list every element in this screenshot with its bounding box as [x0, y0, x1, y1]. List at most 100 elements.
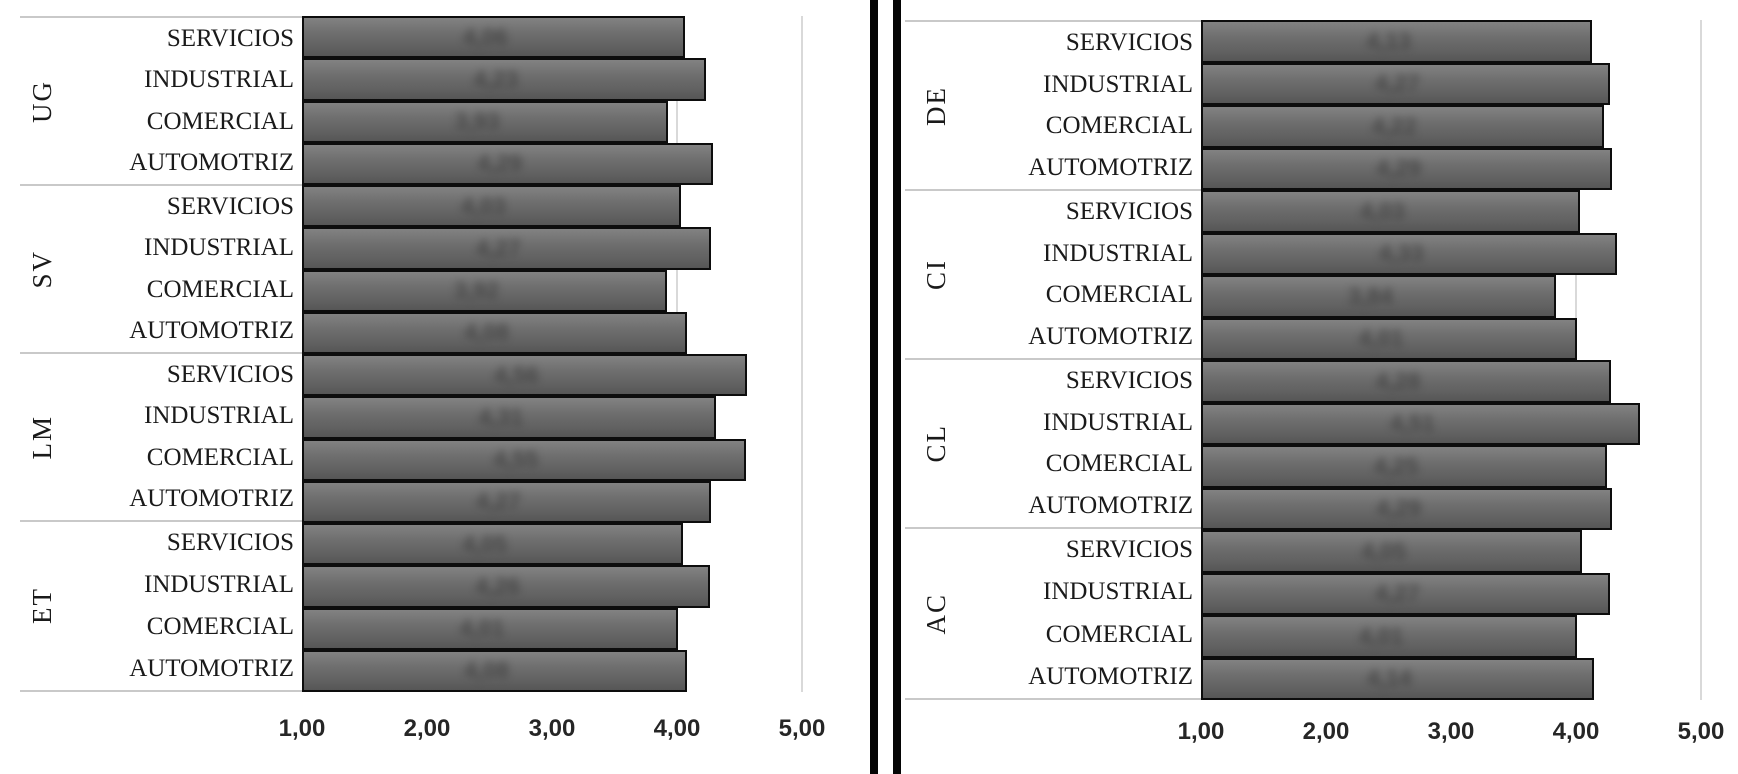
bar-value-label-blurred: 4,29: [1376, 495, 1421, 522]
x-axis-tick-label: 5,00: [1677, 718, 1725, 745]
category-label: COMERCIAL: [1045, 281, 1193, 309]
x-axis-tick-label: 4,00: [1552, 718, 1600, 745]
group-letter-zone: CI: [905, 191, 967, 358]
bar-value-label-blurred: 4,27: [475, 488, 521, 515]
category-label: SERVICIOS: [166, 529, 294, 556]
category-label: INDUSTRIAL: [1043, 578, 1193, 606]
bar-value-label-blurred: 4,01: [459, 615, 505, 642]
category-label: SERVICIOS: [1065, 536, 1193, 564]
bar-ET-COMERCIAL: 4,01: [302, 607, 679, 650]
bar-ET-INDUSTRIAL: 4,26: [302, 565, 710, 608]
bar-SV-INDUSTRIAL: 4,27: [302, 227, 711, 270]
bar-CL-COMERCIAL: 4,25: [1201, 445, 1608, 488]
bar-value-label-blurred: 4,13: [1366, 27, 1411, 54]
bar-value-label-blurred: 4,33: [1378, 240, 1424, 267]
bar-value-label-blurred: 4,25: [1373, 452, 1419, 479]
category-label: INDUSTRIAL: [144, 234, 294, 262]
bar-UG-INDUSTRIAL: 4,23: [302, 58, 706, 101]
category-label-column: DE SERVICIOS INDUSTRIAL COMERCIAL AUTOMOTRIZ…: [905, 20, 1201, 700]
bar-value-label-blurred: 4,06: [462, 23, 508, 50]
bar-value-label-blurred: 4,27: [1374, 70, 1420, 97]
category-label: COMERCIAL: [1045, 450, 1193, 478]
bar-DE-INDUSTRIAL: 4,27: [1201, 62, 1610, 105]
category-label: INDUSTRIAL: [144, 402, 294, 430]
group-letter-zone: SV: [20, 186, 64, 352]
category-label-list: SERVICIOS INDUSTRIAL COMERCIAL AUTOMOTRIZ: [967, 529, 1201, 698]
group-label: LM: [26, 414, 57, 460]
group-cell-CL: CL SERVICIOS INDUSTRIAL COMERCIAL AUTOMOTRIZ: [905, 360, 1201, 529]
category-label: AUTOMOTRIZ: [129, 655, 294, 682]
bar-value-label-blurred: 4,27: [1374, 580, 1420, 607]
bar-value-label-blurred: 4,14: [1366, 665, 1412, 692]
category-label: AUTOMOTRIZ: [1028, 323, 1193, 351]
bar-value-label-blurred: 4,55: [493, 446, 539, 473]
x-axis-tick-label: 3,00: [1427, 718, 1475, 745]
x-axis-tick-label: 3,00: [528, 715, 576, 742]
group-cell-LM: LM SERVICIOS INDUSTRIAL COMERCIAL AUTOMOTRIZ: [20, 354, 302, 522]
bar-CI-AUTOMOTRIZ: 4,01: [1201, 317, 1578, 360]
group-letter-zone: ET: [20, 522, 64, 690]
category-label-list: SERVICIOS INDUSTRIAL COMERCIAL AUTOMOTRIZ: [64, 186, 302, 352]
bar-value-label-blurred: 4,01: [1358, 622, 1404, 649]
category-label-list: SERVICIOS INDUSTRIAL COMERCIAL AUTOMOTRIZ: [967, 22, 1201, 189]
category-label: COMERCIAL: [146, 613, 294, 640]
category-label: INDUSTRIAL: [144, 571, 294, 598]
bar-LM-INDUSTRIAL: 4,31: [302, 396, 716, 439]
chart-divider-line-2: [893, 0, 901, 774]
bar-AC-SERVICIOS: 4,05: [1201, 530, 1583, 573]
bar-value-label-blurred: 4,29: [1376, 155, 1421, 182]
x-axis-tick-label: 5,00: [778, 715, 826, 742]
category-label: SERVICIOS: [1065, 28, 1193, 56]
gridline-5,00: [1700, 20, 1702, 700]
group-cell-ET: ET SERVICIOS INDUSTRIAL COMERCIAL AUTOMOTRIZ: [20, 522, 302, 690]
category-label: INDUSTRIAL: [1043, 70, 1193, 98]
group-label: DE: [920, 85, 951, 126]
category-label: SERVICIOS: [1065, 197, 1193, 225]
bar-value-label-blurred: 4,03: [1359, 197, 1405, 224]
category-label: INDUSTRIAL: [144, 66, 294, 94]
bar-value-label-blurred: 4,31: [478, 403, 524, 430]
x-axis: 1,00 2,00 3,00 4,00 5,00: [279, 715, 870, 745]
group-cell-SV: SV SERVICIOS INDUSTRIAL COMERCIAL AUTOMOTRIZ: [20, 186, 302, 354]
bar-value-label-blurred: 4,03: [460, 192, 506, 219]
x-axis: 1,00 2,00 3,00 4,00 5,00: [1178, 718, 1738, 748]
category-label: COMERCIAL: [1045, 112, 1193, 140]
bar-UG-SERVICIOS: 4,06: [302, 16, 685, 59]
bar-AC-COMERCIAL: 4,01: [1201, 615, 1578, 658]
x-axis-tick-label: 2,00: [403, 715, 451, 742]
chart-left: UG SERVICIOS INDUSTRIAL COMERCIAL AUTOMOTRIZ…: [20, 16, 870, 745]
bar-CL-INDUSTRIAL: 4,51: [1201, 402, 1640, 445]
bar-SV-SERVICIOS: 4,03: [302, 185, 681, 228]
bar-value-label-blurred: 4,28: [1375, 367, 1421, 394]
plot-area: 4,06 4,23 3,93 4,29 4,03 4,27 3,92 4,08 4,56 4,31…: [302, 16, 870, 692]
x-axis-tick-label: 4,00: [653, 715, 701, 742]
bar-SV-AUTOMOTRIZ: 4,08: [302, 311, 687, 354]
group-cell-UG: UG SERVICIOS INDUSTRIAL COMERCIAL AUTOMOTRIZ: [20, 18, 302, 186]
gridline-5,00: [801, 16, 803, 692]
category-label-column: UG SERVICIOS INDUSTRIAL COMERCIAL AUTOMOTRIZ…: [20, 16, 302, 692]
bar-DE-AUTOMOTRIZ: 4,29: [1201, 147, 1613, 190]
category-label: SERVICIOS: [166, 24, 294, 52]
bar-ET-AUTOMOTRIZ: 4,08: [302, 649, 687, 692]
bar-value-label-blurred: 4,22: [1371, 112, 1417, 139]
bar-CI-COMERCIAL: 3,84: [1201, 275, 1556, 318]
x-axis-tick-label: 1,00: [278, 715, 326, 742]
bar-value-label-blurred: 4,05: [462, 530, 507, 557]
group-label: CI: [920, 259, 951, 290]
bar-DE-COMERCIAL: 4,22: [1201, 105, 1604, 148]
bar-value-label-blurred: 3,92: [454, 277, 499, 304]
category-label-list: SERVICIOS INDUSTRIAL COMERCIAL AUTOMOTRIZ: [967, 360, 1201, 527]
bar-LM-COMERCIAL: 4,55: [302, 438, 746, 481]
category-label: SERVICIOS: [166, 360, 294, 388]
category-label: SERVICIOS: [1065, 366, 1193, 394]
group-letter-zone: CL: [905, 360, 967, 527]
category-label: INDUSTRIAL: [1043, 408, 1193, 436]
bar-LM-SERVICIOS: 4,56: [302, 354, 747, 397]
bar-AC-INDUSTRIAL: 4,27: [1201, 572, 1610, 615]
bar-value-label-blurred: 4,01: [1358, 325, 1404, 352]
chart-right: DE SERVICIOS INDUSTRIAL COMERCIAL AUTOMOTRIZ…: [870, 0, 1738, 774]
plot-area: 4,13 4,27 4,22 4,29 4,03 4,33 3,84 4,01 4,28 4,51…: [1201, 20, 1738, 700]
bar-UG-AUTOMOTRIZ: 4,29: [302, 142, 714, 185]
bar-value-label-blurred: 3,93: [454, 108, 500, 135]
bar-value-label-blurred: 4,56: [494, 361, 539, 388]
